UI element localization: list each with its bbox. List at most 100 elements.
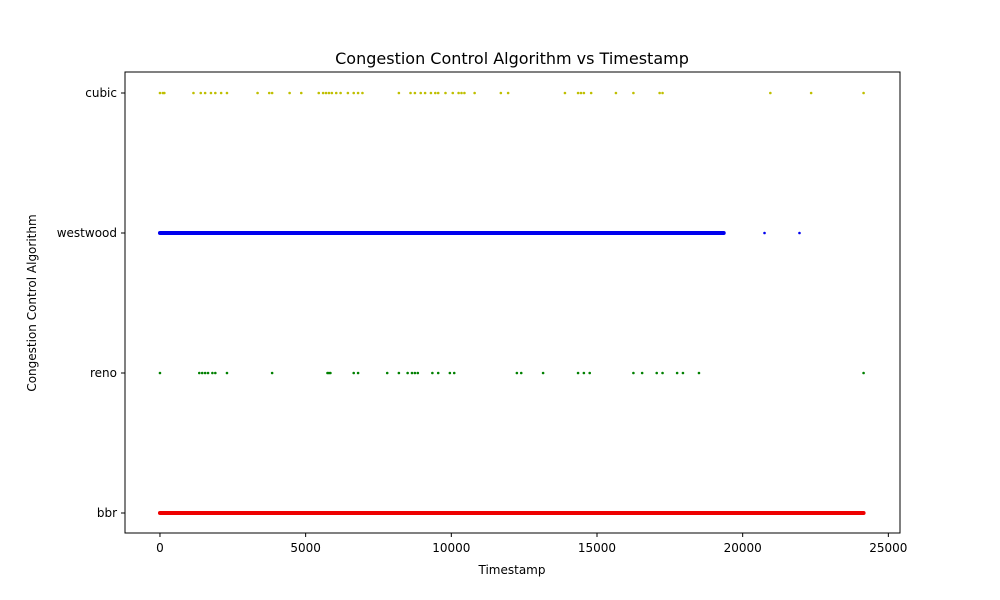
data-point bbox=[655, 371, 659, 375]
x-axis-label: Timestamp bbox=[478, 563, 546, 577]
data-point bbox=[640, 371, 644, 375]
data-point bbox=[541, 371, 545, 375]
x-tick-label: 25000 bbox=[869, 541, 907, 555]
data-point bbox=[697, 371, 701, 375]
data-point bbox=[515, 371, 519, 375]
y-tick-label: cubic bbox=[85, 86, 117, 100]
data-point bbox=[211, 371, 214, 375]
data-point bbox=[206, 371, 210, 375]
data-point bbox=[413, 91, 417, 95]
data-point bbox=[681, 371, 685, 375]
data-point bbox=[614, 91, 618, 95]
data-point bbox=[457, 91, 460, 95]
data-point bbox=[463, 91, 466, 95]
data-point bbox=[321, 91, 325, 95]
data-point bbox=[499, 91, 503, 95]
data-point bbox=[267, 91, 271, 95]
data-point bbox=[219, 91, 223, 95]
data-point bbox=[406, 371, 409, 375]
data-point bbox=[576, 371, 580, 375]
plot-frame bbox=[124, 71, 901, 534]
data-point bbox=[410, 371, 414, 375]
data-point bbox=[163, 91, 166, 95]
data-point bbox=[199, 91, 203, 95]
x-axis: 0 5000 10000 15000 20000 25000 bbox=[156, 533, 907, 555]
data-point bbox=[330, 91, 334, 95]
data-point bbox=[214, 371, 217, 375]
data-point bbox=[409, 91, 412, 95]
data-point bbox=[436, 371, 440, 375]
data-point bbox=[225, 371, 229, 375]
data-point bbox=[339, 91, 342, 95]
data-point bbox=[158, 91, 162, 95]
data-point bbox=[334, 91, 338, 95]
data-point bbox=[288, 91, 291, 95]
data-point bbox=[675, 371, 679, 375]
data-point bbox=[431, 371, 434, 375]
data-point bbox=[209, 91, 213, 95]
y-tick-label: bbr bbox=[97, 506, 117, 520]
data-point bbox=[429, 91, 433, 95]
series-cubic bbox=[158, 91, 865, 95]
data-point bbox=[197, 371, 201, 375]
data-point bbox=[632, 371, 635, 375]
data-point bbox=[361, 91, 364, 95]
data-point bbox=[661, 91, 664, 95]
data-point bbox=[862, 91, 865, 95]
data-point bbox=[352, 371, 356, 375]
data-point bbox=[582, 371, 586, 375]
data-point bbox=[214, 91, 217, 95]
data-point bbox=[769, 91, 772, 95]
data-point bbox=[352, 91, 356, 95]
data-point bbox=[588, 371, 592, 375]
data-point bbox=[317, 91, 321, 95]
data-point bbox=[809, 91, 813, 95]
data-point bbox=[270, 371, 274, 375]
data-point bbox=[397, 371, 401, 375]
data-point bbox=[203, 371, 207, 375]
data-point bbox=[862, 371, 865, 375]
plot-area bbox=[157, 91, 866, 515]
data-point bbox=[563, 91, 567, 95]
series-reno bbox=[158, 371, 865, 375]
chart-title: Congestion Control Algorithm vs Timestam… bbox=[335, 49, 689, 68]
data-point bbox=[299, 91, 303, 95]
data-point bbox=[763, 231, 766, 235]
x-tick-label: 15000 bbox=[578, 541, 616, 555]
data-point bbox=[416, 371, 420, 375]
data-point bbox=[451, 91, 455, 95]
data-point bbox=[356, 91, 360, 95]
y-tick-label: westwood bbox=[57, 226, 117, 240]
data-point bbox=[519, 371, 523, 375]
data-point bbox=[582, 91, 586, 95]
data-point bbox=[632, 91, 635, 95]
data-point bbox=[397, 91, 401, 95]
data-point bbox=[433, 91, 437, 95]
data-point bbox=[579, 91, 583, 95]
x-tick-label: 0 bbox=[156, 541, 164, 555]
data-point bbox=[225, 91, 229, 95]
data-point bbox=[385, 371, 389, 375]
data-point bbox=[436, 91, 440, 95]
y-tick-label: reno bbox=[90, 366, 117, 380]
data-point bbox=[203, 91, 207, 95]
data-point bbox=[661, 371, 664, 375]
data-point bbox=[413, 371, 417, 375]
data-point bbox=[589, 91, 593, 95]
data-point bbox=[473, 91, 476, 95]
data-point bbox=[798, 231, 801, 235]
data-point bbox=[658, 91, 661, 95]
x-tick-label: 20000 bbox=[724, 541, 762, 555]
y-axis-label: Congestion Control Algorithm bbox=[25, 214, 39, 391]
data-point bbox=[576, 91, 580, 95]
data-point bbox=[419, 91, 423, 95]
data-point bbox=[460, 91, 463, 95]
data-point bbox=[452, 371, 456, 375]
data-point bbox=[506, 91, 510, 95]
x-tick-label: 10000 bbox=[432, 541, 470, 555]
data-point bbox=[356, 371, 360, 375]
y-axis: bbr reno westwood cubic bbox=[57, 86, 125, 520]
data-point bbox=[324, 91, 328, 95]
data-point bbox=[200, 371, 204, 375]
